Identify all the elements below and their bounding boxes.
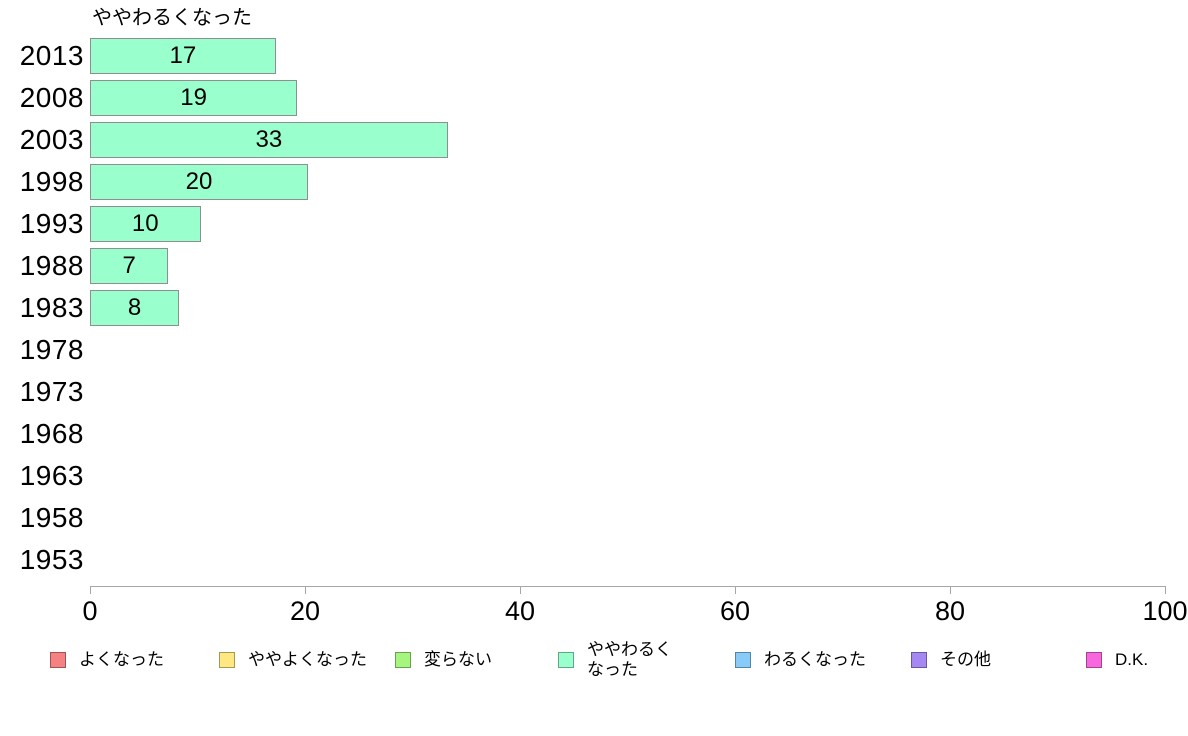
bar-value-label: 17 <box>169 42 197 69</box>
x-axis-tick <box>1165 586 1166 594</box>
bar-2003[interactable]: 33 <box>90 122 448 158</box>
legend-label: わるくなった <box>764 650 866 669</box>
y-axis-label-1958: 1958 <box>19 502 84 533</box>
x-axis-tick-label: 100 <box>1142 596 1188 626</box>
bar-1988[interactable]: 7 <box>90 248 169 284</box>
x-axis <box>90 586 1165 587</box>
bar-value-label: 7 <box>122 252 136 279</box>
bar-1993[interactable]: 10 <box>90 206 201 242</box>
chart-row: 1958 <box>0 497 1188 539</box>
y-axis-label-2003: 2003 <box>19 124 84 155</box>
x-axis-tick-label: 80 <box>934 596 966 626</box>
chart-row: 2008 19 <box>0 77 1188 119</box>
bar-1998[interactable]: 20 <box>90 164 308 200</box>
legend-swatch-icon <box>219 652 235 668</box>
y-axis-label-1968: 1968 <box>19 418 84 449</box>
y-axis-label-1978: 1978 <box>19 334 84 365</box>
y-axis-label-2008: 2008 <box>19 82 84 113</box>
legend-item-1[interactable]: よくなった <box>50 638 164 682</box>
chart-row: 1993 10 <box>0 203 1188 245</box>
legend-item-2[interactable]: ややよくなった <box>219 638 367 682</box>
legend-label: 変らない <box>424 650 492 669</box>
legend-item-6[interactable]: その他 <box>911 638 991 682</box>
legend-label: D.K. <box>1115 650 1149 669</box>
bar-2013[interactable]: 17 <box>90 38 276 74</box>
legend-swatch-icon <box>50 652 66 668</box>
legend-item-4[interactable]: ややわるくなった <box>558 638 681 682</box>
y-axis-label-1973: 1973 <box>19 376 84 407</box>
y-axis-label-1953: 1953 <box>19 544 84 575</box>
x-axis-tick-label: 60 <box>719 596 751 626</box>
legend-swatch-icon <box>735 652 751 668</box>
x-axis-tick <box>950 586 951 594</box>
legend-swatch-icon <box>1086 652 1102 668</box>
bar-value-label: 19 <box>180 84 207 111</box>
chart-row: 1963 <box>0 455 1188 497</box>
x-axis-tick <box>735 586 736 594</box>
bar-2008[interactable]: 19 <box>90 80 298 116</box>
y-axis-label-1988: 1988 <box>19 250 84 281</box>
chart-row: 2013 17 <box>0 35 1188 77</box>
x-axis-tick <box>520 586 521 594</box>
y-axis-label-1983: 1983 <box>19 292 84 323</box>
x-axis-tick <box>90 586 91 594</box>
chart-row: 1978 <box>0 329 1188 371</box>
y-axis-label-1993: 1993 <box>19 208 84 239</box>
x-axis-tick <box>305 586 306 594</box>
chart-row: 1968 <box>0 413 1188 455</box>
x-axis-tick-label: 40 <box>504 596 536 626</box>
bar-value-label: 20 <box>185 168 213 195</box>
y-axis-label-1963: 1963 <box>19 460 84 491</box>
y-axis-label-1998: 1998 <box>19 166 84 197</box>
bar-1983[interactable]: 8 <box>90 290 179 326</box>
chart-row: 1973 <box>0 371 1188 413</box>
legend-label: その他 <box>940 650 991 669</box>
chart-title: ややわるくなった <box>92 7 252 29</box>
x-axis-tick-label: 20 <box>289 596 321 626</box>
legend-swatch-icon <box>911 652 927 668</box>
chart-row: 1983 8 <box>0 287 1188 329</box>
chart-row: 1998 20 <box>0 161 1188 203</box>
chart-rows: 2013 17 2008 19 2003 33 1998 20 1993 10 1988 7 1983 8… <box>0 35 1188 581</box>
x-axis-tick-label: 0 <box>82 596 98 626</box>
legend-label: ややわるくなった <box>587 640 672 679</box>
y-axis-label-2013: 2013 <box>19 40 84 71</box>
chart-row: 2003 33 <box>0 119 1188 161</box>
chart-row: 1953 <box>0 539 1188 581</box>
legend-swatch-icon <box>558 652 574 668</box>
legend-item-7[interactable]: D.K. <box>1086 638 1148 682</box>
bar-value-label: 8 <box>127 294 142 321</box>
bar-value-label: 10 <box>131 210 159 237</box>
legend-label: よくなった <box>79 650 164 669</box>
legend-item-5[interactable]: わるくなった <box>735 638 866 682</box>
chart-row: 1988 7 <box>0 245 1188 287</box>
bar-value-label: 33 <box>255 126 283 153</box>
legend-swatch-icon <box>395 652 411 668</box>
legend-label: ややよくなった <box>248 650 367 669</box>
legend-item-3[interactable]: 変らない <box>395 638 492 682</box>
